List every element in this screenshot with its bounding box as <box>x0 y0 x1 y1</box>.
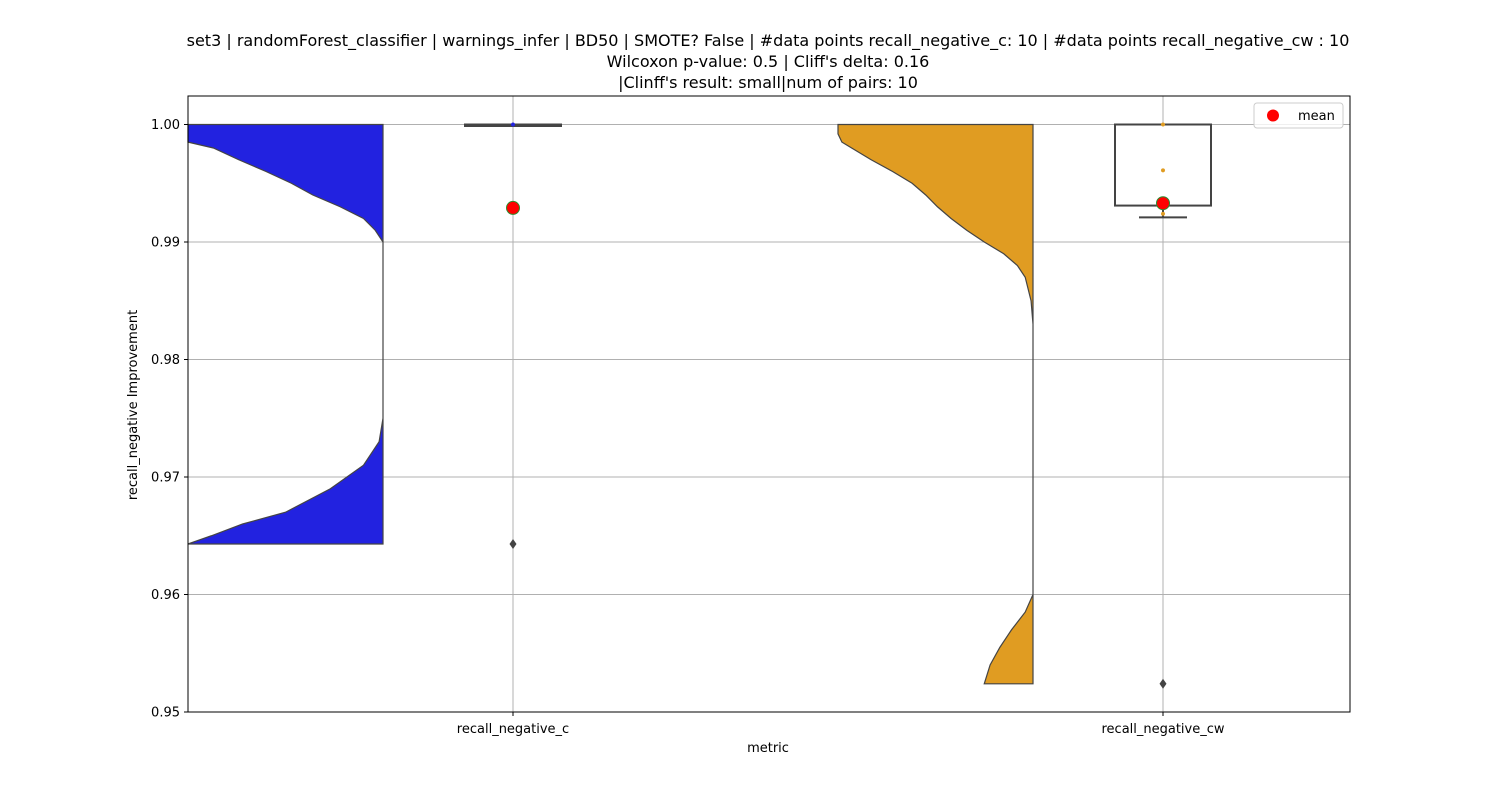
point-recall_negative_cw <box>1160 168 1166 173</box>
violin-recall_negative_cw <box>837 123 1034 685</box>
outlier-recall_negative_cw <box>1159 678 1167 689</box>
data-points <box>506 122 1170 689</box>
point-recall_negative_c <box>510 122 516 127</box>
legend-box <box>1253 102 1344 129</box>
boxplots <box>464 123 1212 219</box>
y-tick-label: 0.99 <box>151 236 180 251</box>
point-recall_negative_cw <box>1160 211 1166 216</box>
x-axis-ticks: recall_negative_c recall_negative_cw <box>457 712 1225 737</box>
legend: mean <box>1253 102 1344 129</box>
y-axis-ticks: 0.95 0.96 0.97 0.98 0.99 1.00 <box>151 118 188 721</box>
violin-recall_negative_c <box>187 123 384 545</box>
title-line-1: set3 | randomForest_classifier | warning… <box>187 31 1350 51</box>
chart-title: set3 | randomForest_classifier | warning… <box>187 31 1350 92</box>
legend-mean-label: mean <box>1298 109 1335 124</box>
title-line-2: Wilcoxon p-value: 0.5 | Cliff's delta: 0… <box>607 52 930 71</box>
y-axis-label: recall_negative Improvement <box>126 310 141 500</box>
x-tick-label: recall_negative_c <box>457 722 569 737</box>
x-axis-label: metric <box>747 741 789 756</box>
mean-marker-recall_negative_c <box>506 200 520 215</box>
y-tick-label: 1.00 <box>151 118 180 133</box>
y-tick-label: 0.96 <box>151 588 180 603</box>
x-tick-label: recall_negative_cw <box>1101 722 1224 737</box>
y-tick-label: 0.98 <box>151 353 180 368</box>
title-line-3: |Clinff's result: small|num of pairs: 10 <box>618 73 918 92</box>
plot-area-frame <box>187 95 1351 713</box>
box-recall_negative_cw <box>1114 123 1212 207</box>
outlier-recall_negative_c <box>509 538 517 549</box>
y-tick-label: 0.97 <box>151 471 180 486</box>
violins <box>187 123 1034 685</box>
y-tick-label: 0.95 <box>151 706 180 721</box>
legend-mean-marker <box>1267 109 1279 122</box>
mean-marker-recall_negative_cw <box>1156 196 1170 211</box>
point-recall_negative_cw <box>1160 122 1166 127</box>
